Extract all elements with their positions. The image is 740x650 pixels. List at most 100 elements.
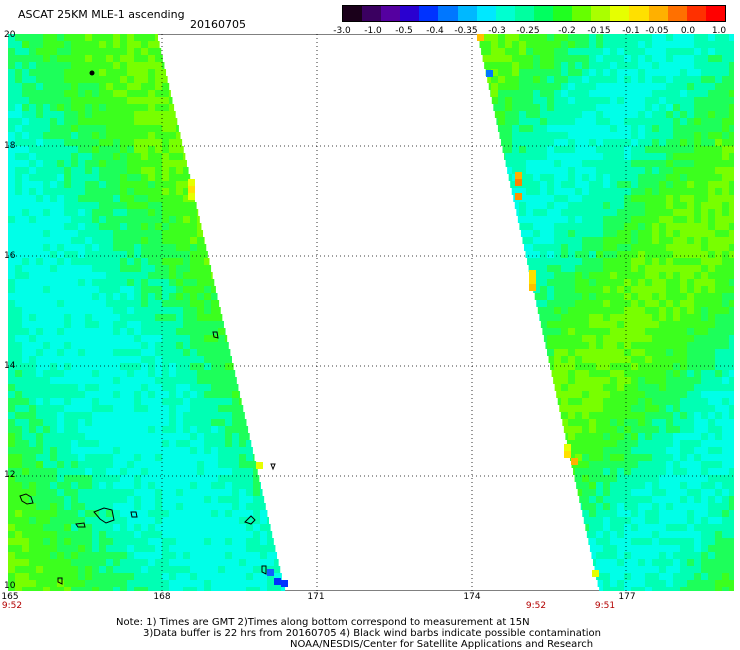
swath-cell (624, 342, 631, 349)
swath-cell (36, 559, 43, 566)
swath-cell (232, 573, 239, 580)
swath-cell (141, 349, 148, 356)
swath-cell (680, 83, 687, 90)
swath-cell (92, 251, 99, 258)
swath-cell (106, 335, 113, 342)
swath-cell (232, 426, 239, 433)
swath-cell (57, 146, 64, 153)
swath-cell (99, 202, 106, 209)
swath-cell (582, 83, 589, 90)
swath-cell (589, 363, 596, 370)
swath-cell (127, 475, 134, 482)
swath-cell (638, 468, 645, 475)
swath-cell (638, 188, 645, 195)
swath-cell (638, 328, 645, 335)
swath-cell (274, 545, 276, 552)
swath-cell (239, 391, 241, 398)
swath-cell (519, 209, 526, 216)
swath-cell (568, 328, 575, 335)
swath-cell (71, 447, 78, 454)
swath-cell (701, 342, 708, 349)
swath-cell (50, 153, 57, 160)
swath-cell (617, 468, 624, 475)
swath-cell (575, 125, 582, 132)
swath-cell (148, 370, 155, 377)
swath-cell (631, 181, 638, 188)
swath-cell (99, 293, 106, 300)
colorbar-label: -0.25 (516, 26, 540, 36)
swath-cell (36, 454, 43, 461)
swath-cell (568, 363, 575, 370)
swath-cell (148, 454, 155, 461)
swath-cell (99, 510, 106, 517)
swath-cell (211, 412, 218, 419)
swath-cell (617, 167, 624, 174)
swath-cell (673, 160, 680, 167)
swath-cell (645, 307, 652, 314)
swath-cell (694, 482, 701, 489)
swath-cell (603, 216, 610, 223)
swath-cell (148, 433, 155, 440)
swath-cell (582, 139, 589, 146)
swath-cell (680, 510, 687, 517)
swath-cell (652, 580, 659, 587)
swath-cell (526, 111, 533, 118)
swath-cell (141, 545, 148, 552)
swath-cell (610, 132, 617, 139)
swath-cell (603, 433, 610, 440)
swath-cell (113, 335, 120, 342)
swath-cell (582, 118, 589, 125)
swath-cell (729, 363, 734, 370)
swath-cell (197, 321, 204, 328)
swath-cell (78, 181, 85, 188)
swath-cell (540, 314, 547, 321)
swath-cell (43, 503, 50, 510)
swath-cell (659, 83, 666, 90)
swath-cell (554, 356, 561, 363)
swath-cell (71, 510, 78, 517)
swath-cell (8, 580, 15, 587)
swath-cell (659, 405, 666, 412)
swath-cell (204, 538, 211, 545)
swath-cell (610, 223, 617, 230)
swath-cell (15, 468, 22, 475)
swath-cell (610, 104, 617, 111)
swath-cell (596, 244, 603, 251)
swath-cell (568, 223, 575, 230)
swath-cell (197, 433, 204, 440)
swath-cell (99, 524, 106, 531)
swath-cell (197, 482, 204, 489)
swath-cell (43, 41, 50, 48)
swath-cell (512, 118, 519, 125)
swath-cell (8, 517, 15, 524)
swath-cell (85, 97, 92, 104)
swath-cell (561, 209, 568, 216)
swath-cell (120, 286, 127, 293)
swath-cell (666, 41, 673, 48)
swath-cell (533, 181, 540, 188)
swath-cell (155, 461, 162, 468)
swath-cell (722, 531, 729, 538)
swath-cell (204, 342, 211, 349)
swath-cell (596, 62, 603, 69)
swath-cell (141, 195, 148, 202)
swath-cell (155, 209, 162, 216)
swath-cell (197, 426, 204, 433)
swath-cell (169, 181, 176, 188)
swath-cell (673, 559, 680, 566)
swath-cell (43, 146, 50, 153)
swath-cell (610, 384, 617, 391)
swath-cell (155, 524, 162, 531)
swath-cell-accent (486, 70, 493, 77)
swath-cell (694, 76, 701, 83)
swath-cell (479, 41, 484, 48)
swath-cell (624, 321, 631, 328)
swath-cell (701, 237, 708, 244)
swath-cell (204, 356, 211, 363)
swath-cell (253, 580, 260, 587)
swath-cell (71, 223, 78, 230)
swath-cell (78, 97, 85, 104)
swath-cell (575, 279, 582, 286)
swath-cell (113, 174, 120, 181)
swath-cell (610, 461, 617, 468)
